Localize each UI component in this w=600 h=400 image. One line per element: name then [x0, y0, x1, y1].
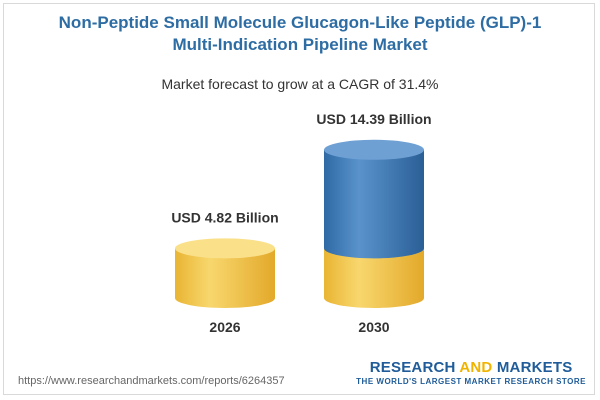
brand-name-and: AND	[459, 359, 493, 376]
chart-title-line-2: Multi-Indication Pipeline Market	[172, 35, 428, 54]
bar-2030-growth-segment	[324, 139, 424, 259]
bars-layer	[175, 139, 424, 308]
bar-2026-top	[175, 238, 275, 259]
source-url[interactable]: https://www.researchandmarkets.com/repor…	[18, 375, 285, 387]
data-label-2026: USD 4.82 Billion	[171, 209, 278, 225]
category-label-2026: 2026	[209, 319, 240, 335]
brand-name-markets: MARKETS	[492, 359, 573, 376]
bar-2030-growth-segment-body	[324, 149, 424, 259]
data-label-2030: USD 14.39 Billion	[316, 111, 431, 127]
chart-frame	[3, 3, 595, 395]
bar-2030-base-segment-body	[324, 248, 424, 308]
bar-2026	[175, 238, 275, 308]
category-label-2030: 2030	[358, 319, 389, 335]
bar-2030-growth-segment-top	[324, 139, 424, 160]
brand-name: RESEARCH AND MARKETS	[356, 359, 586, 376]
brand-name-research: RESEARCH	[369, 359, 460, 376]
brand-logo: RESEARCH AND MARKETS THE WORLD'S LARGEST…	[356, 359, 586, 386]
chart-title: Non-Peptide Small Molecule Glucagon-Like…	[0, 12, 600, 56]
chart-title-line-1: Non-Peptide Small Molecule Glucagon-Like…	[58, 13, 542, 32]
chart-subtitle: Market forecast to grow at a CAGR of 31.…	[161, 76, 439, 92]
brand-tagline: THE WORLD'S LARGEST MARKET RESEARCH STOR…	[356, 377, 586, 386]
labels-layer: USD 4.82 Billion 2026 USD 14.39 Billion 203…	[171, 111, 431, 335]
bar-2026-body	[175, 248, 275, 308]
